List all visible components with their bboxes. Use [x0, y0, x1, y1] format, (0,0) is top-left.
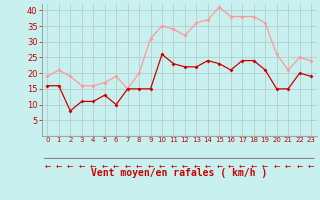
Text: ←: ← — [205, 162, 211, 171]
Text: ←: ← — [262, 162, 268, 171]
Text: ←: ← — [308, 162, 314, 171]
Text: ←: ← — [182, 162, 188, 171]
Text: ←: ← — [285, 162, 291, 171]
Text: ←: ← — [56, 162, 62, 171]
Text: ←: ← — [296, 162, 303, 171]
Text: ←: ← — [67, 162, 74, 171]
Text: ←: ← — [251, 162, 257, 171]
Text: ←: ← — [124, 162, 131, 171]
Text: ←: ← — [193, 162, 200, 171]
X-axis label: Vent moyen/en rafales ( km/h ): Vent moyen/en rafales ( km/h ) — [91, 168, 267, 178]
Text: ←: ← — [136, 162, 142, 171]
Text: ←: ← — [90, 162, 96, 171]
Text: ←: ← — [44, 162, 51, 171]
Text: ←: ← — [228, 162, 234, 171]
Text: ←: ← — [239, 162, 245, 171]
Text: ←: ← — [113, 162, 119, 171]
Text: ←: ← — [101, 162, 108, 171]
Text: ←: ← — [159, 162, 165, 171]
Text: ←: ← — [78, 162, 85, 171]
Text: ←: ← — [274, 162, 280, 171]
Text: ←: ← — [170, 162, 177, 171]
Text: ←: ← — [147, 162, 154, 171]
Text: ←: ← — [216, 162, 222, 171]
